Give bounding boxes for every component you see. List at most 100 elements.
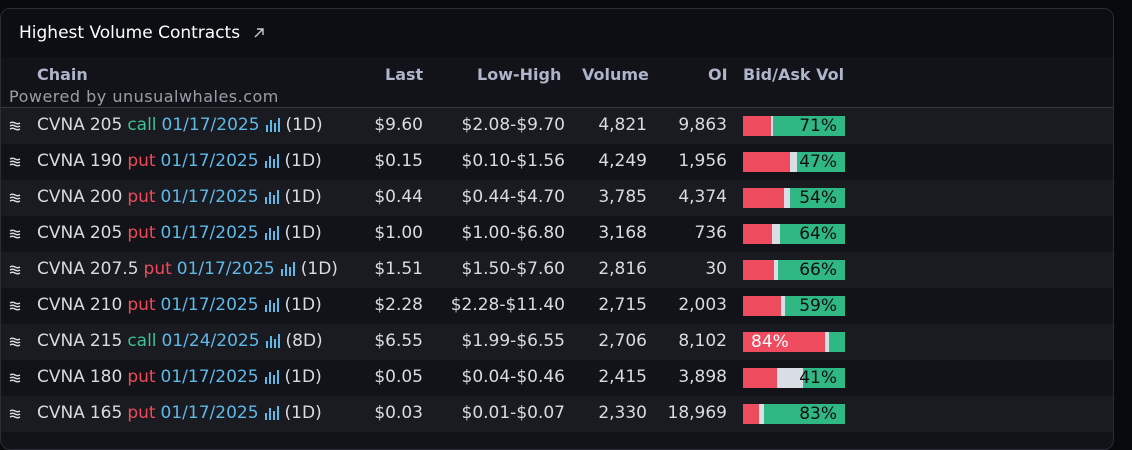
days-to-expiry: (1D) <box>284 187 322 207</box>
open-interest-value: 736 <box>694 223 727 243</box>
menu-lines-icon[interactable] <box>9 117 21 137</box>
expiry-date[interactable]: 01/17/2025 <box>160 223 259 243</box>
table-row[interactable]: CVNA 205 put 01/17/2025 (1D) $1.00 $1.00-$6.80… <box>1 216 1113 252</box>
table-row[interactable]: CVNA 205 call 01/17/2025 (1D) $9.60 $2.08-$9.7… <box>1 108 1113 144</box>
days-to-expiry: (8D) <box>285 331 323 351</box>
expiry-date[interactable]: 01/17/2025 <box>160 295 259 315</box>
last-price: $0.03 <box>374 403 423 423</box>
volume-value: 4,249 <box>598 151 647 171</box>
open-interest-value: 4,374 <box>678 187 727 207</box>
ask-segment <box>784 296 845 316</box>
table-row[interactable]: CVNA 207.5 put 01/17/2025 (1D) $1.51 $1.50-$7.… <box>1 252 1113 288</box>
option-type: put <box>127 187 156 207</box>
chain-cell[interactable]: CVNA 210 put 01/17/2025 (1D) <box>37 295 322 315</box>
expiry-date[interactable]: 01/17/2025 <box>161 115 260 135</box>
powered-by-watermark: Powered by unusualwhales.com <box>9 87 279 106</box>
bar-chart-icon[interactable] <box>280 261 296 277</box>
strike: 200 <box>89 187 123 207</box>
bid-ask-volume-bar: 47% <box>743 152 845 172</box>
mid-segment <box>783 188 790 208</box>
bid-segment <box>743 224 772 244</box>
chain-cell[interactable]: CVNA 165 put 01/17/2025 (1D) <box>37 403 322 423</box>
bid-segment <box>743 188 784 208</box>
external-link-icon[interactable] <box>252 26 266 40</box>
low-high-range: $1.99-$6.55 <box>461 331 565 351</box>
expiry-date[interactable]: 01/17/2025 <box>176 259 275 279</box>
column-chain[interactable]: Chain <box>37 65 88 84</box>
option-type: put <box>127 151 156 171</box>
table-row[interactable]: CVNA 200 put 01/17/2025 (1D) $0.44 $0.44-$4.70… <box>1 180 1113 216</box>
bar-chart-icon[interactable] <box>265 117 281 133</box>
ticker: CVNA <box>37 187 85 207</box>
bar-chart-icon[interactable] <box>264 153 280 169</box>
mid-segment <box>771 224 780 244</box>
column-bid-ask-vol[interactable]: Bid/Ask Vol <box>743 65 845 84</box>
days-to-expiry: (1D) <box>300 259 338 279</box>
menu-lines-icon[interactable] <box>9 297 21 317</box>
table-row[interactable]: CVNA 210 put 01/17/2025 (1D) $2.28 $2.28-$11.4… <box>1 288 1113 324</box>
last-price: $0.05 <box>374 367 423 387</box>
menu-lines-icon[interactable] <box>9 153 21 173</box>
open-interest-value: 18,969 <box>667 403 727 423</box>
chain-cell[interactable]: CVNA 215 call 01/24/2025 (8D) <box>37 331 323 351</box>
column-oi[interactable]: OI <box>708 65 728 84</box>
open-interest-value: 1,956 <box>678 151 727 171</box>
volume-value: 3,785 <box>598 187 647 207</box>
panel-title: Highest Volume Contracts <box>19 23 241 43</box>
mid-segment <box>759 404 765 424</box>
menu-lines-icon[interactable] <box>9 261 21 281</box>
strike: 190 <box>89 151 123 171</box>
strike: 207.5 <box>89 259 139 279</box>
ask-segment <box>789 188 845 208</box>
column-volume[interactable]: Volume <box>582 65 649 84</box>
low-high-range: $0.04-$0.46 <box>461 367 565 387</box>
bid-ask-percent: 71% <box>799 116 837 136</box>
ticker: CVNA <box>37 115 85 135</box>
menu-lines-icon[interactable] <box>9 189 21 209</box>
expiry-date[interactable]: 01/17/2025 <box>160 367 259 387</box>
table-row[interactable]: CVNA 190 put 01/17/2025 (1D) $0.15 $0.10-$1.56… <box>1 144 1113 180</box>
ticker: CVNA <box>37 223 85 243</box>
last-price: $1.51 <box>374 259 423 279</box>
option-type: put <box>127 223 156 243</box>
ticker: CVNA <box>37 403 85 423</box>
mid-segment <box>789 152 798 172</box>
column-last[interactable]: Last <box>385 65 424 84</box>
table-row[interactable]: CVNA 180 put 01/17/2025 (1D) $0.05 $0.04-$0.46… <box>1 360 1113 396</box>
expiry-date[interactable]: 01/17/2025 <box>160 187 259 207</box>
menu-lines-icon[interactable] <box>9 369 21 389</box>
chain-cell[interactable]: CVNA 190 put 01/17/2025 (1D) <box>37 151 322 171</box>
open-interest-value: 2,003 <box>678 295 727 315</box>
ticker: CVNA <box>37 151 85 171</box>
bid-segment <box>743 116 771 136</box>
strike: 215 <box>89 331 123 351</box>
last-price: $0.44 <box>374 187 423 207</box>
strike: 180 <box>89 367 123 387</box>
menu-lines-icon[interactable] <box>9 333 21 353</box>
bar-chart-icon[interactable] <box>264 297 280 313</box>
expiry-date[interactable]: 01/17/2025 <box>160 403 259 423</box>
bar-chart-icon[interactable] <box>264 405 280 421</box>
bar-chart-icon[interactable] <box>265 333 281 349</box>
last-price: $0.15 <box>374 151 423 171</box>
table-row[interactable]: CVNA 165 put 01/17/2025 (1D) $0.03 $0.01-$0.07… <box>1 396 1113 432</box>
chain-cell[interactable]: CVNA 200 put 01/17/2025 (1D) <box>37 187 322 207</box>
column-header-row: Chain Last Low-High Volume OI Bid/Ask Vo… <box>1 58 1113 108</box>
column-low-high[interactable]: Low-High <box>477 65 562 84</box>
chain-cell[interactable]: CVNA 180 put 01/17/2025 (1D) <box>37 367 322 387</box>
bar-chart-icon[interactable] <box>264 189 280 205</box>
days-to-expiry: (1D) <box>284 223 322 243</box>
expiry-date[interactable]: 01/24/2025 <box>161 331 260 351</box>
expiry-date[interactable]: 01/17/2025 <box>160 151 259 171</box>
ask-segment <box>777 260 845 280</box>
bid-segment <box>743 332 825 352</box>
chain-cell[interactable]: CVNA 205 put 01/17/2025 (1D) <box>37 223 322 243</box>
menu-lines-icon[interactable] <box>9 405 21 425</box>
bar-chart-icon[interactable] <box>264 369 280 385</box>
menu-lines-icon[interactable] <box>9 225 21 245</box>
bar-chart-icon[interactable] <box>264 225 280 241</box>
chain-cell[interactable]: CVNA 207.5 put 01/17/2025 (1D) <box>37 259 338 279</box>
chain-cell[interactable]: CVNA 205 call 01/17/2025 (1D) <box>37 115 323 135</box>
table-row[interactable]: CVNA 215 call 01/24/2025 (8D) $6.55 $1.99-$6.5… <box>1 324 1113 360</box>
open-interest-value: 3,898 <box>678 367 727 387</box>
